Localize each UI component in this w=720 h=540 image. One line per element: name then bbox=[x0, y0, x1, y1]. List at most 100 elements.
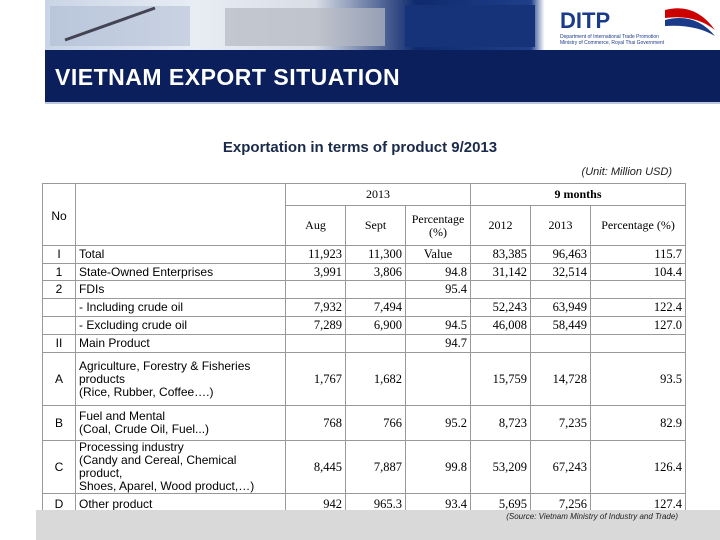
value-cell bbox=[404, 352, 472, 406]
logo-caption: Department of International Trade Promot… bbox=[560, 34, 664, 46]
value-cell: 7,235 bbox=[530, 405, 592, 441]
table-row: A Agriculture, Forestry & Fisheries produc… bbox=[42, 352, 687, 406]
value-cell: 11,300 bbox=[345, 245, 406, 264]
title-bar bbox=[45, 50, 720, 104]
export-table: No 2013 9 months Aug Sept Percentage (%) 20… bbox=[42, 183, 687, 516]
people-image bbox=[405, 5, 535, 47]
value-cell: 32,514 bbox=[530, 263, 592, 281]
value-cell bbox=[470, 280, 532, 299]
value-cell: 104.4 bbox=[590, 263, 687, 281]
row-name: FDIs bbox=[75, 280, 286, 299]
table-row: I Total 11,923 11,300 Value 83,385 96,463 115.7 bbox=[42, 245, 687, 264]
value-cell: 94.5 bbox=[404, 316, 472, 335]
value-cell: 93.5 bbox=[590, 352, 687, 406]
unit: (Unit: Million USD) bbox=[581, 166, 672, 178]
header-cell: Percentage (%) bbox=[404, 205, 472, 246]
banner bbox=[45, 0, 720, 50]
logo-swoosh bbox=[665, 18, 715, 36]
value-cell: 94.7 bbox=[404, 334, 472, 353]
value-cell: 82.9 bbox=[590, 405, 687, 441]
value-cell: 6,900 bbox=[345, 316, 406, 335]
value-cell: 14,728 bbox=[530, 352, 592, 406]
value-cell: 126.4 bbox=[590, 440, 687, 494]
subtitle: Exportation in terms of product 9/2013 bbox=[222, 139, 498, 156]
header-cell: Percentage (%) bbox=[590, 205, 687, 246]
name-line: Fuel and Mental bbox=[79, 409, 166, 423]
pen-image bbox=[50, 6, 190, 46]
row-name: Main Product bbox=[75, 334, 286, 353]
value-cell: 94.8 bbox=[404, 263, 472, 281]
value-cell: 127.0 bbox=[590, 316, 687, 335]
row-number: I bbox=[42, 245, 76, 264]
value-cell: 115.7 bbox=[590, 245, 687, 264]
row-name: Agriculture, Forestry & Fisheries product… bbox=[75, 352, 286, 406]
pen bbox=[64, 6, 156, 42]
value-cell: 52,243 bbox=[470, 298, 532, 317]
name-line: - Excluding crude oil bbox=[79, 318, 188, 332]
value-cell bbox=[590, 334, 687, 353]
row-number: B bbox=[42, 405, 76, 441]
row-name: Total bbox=[75, 245, 286, 264]
row-number bbox=[42, 298, 76, 317]
value-cell: 95.4 bbox=[404, 280, 472, 299]
value-cell: Value bbox=[404, 245, 472, 264]
value-cell bbox=[285, 280, 346, 299]
row-number: C bbox=[42, 440, 76, 494]
table-row: B Fuel and Mental (Coal, Crude Oil, Fuel..… bbox=[42, 405, 687, 441]
row-number: 1 bbox=[42, 263, 76, 281]
value-cell: 7,932 bbox=[285, 298, 346, 317]
value-cell bbox=[590, 280, 687, 299]
header-cell: 9 months bbox=[470, 183, 687, 206]
value-cell: 8,723 bbox=[470, 405, 532, 441]
table-row: - Including crude oil 7,932 7,494 52,243 63,… bbox=[42, 298, 687, 317]
header-cell: Sept bbox=[345, 205, 406, 246]
title: VIETNAM EXPORT SITUATION bbox=[55, 64, 401, 90]
logo: DITP bbox=[560, 8, 611, 33]
value-cell: 53,209 bbox=[470, 440, 532, 494]
trade-image bbox=[225, 8, 385, 46]
name-line: Other product bbox=[79, 497, 153, 511]
value-cell: 122.4 bbox=[590, 298, 687, 317]
value-cell: 768 bbox=[285, 405, 346, 441]
value-cell: 766 bbox=[345, 405, 406, 441]
value-cell: 3,806 bbox=[345, 263, 406, 281]
value-cell: 7,887 bbox=[345, 440, 406, 494]
row-name: Fuel and Mental (Coal, Crude Oil, Fuel...… bbox=[75, 405, 286, 441]
value-cell bbox=[470, 334, 532, 353]
footer-bar bbox=[36, 510, 720, 540]
value-cell: 31,142 bbox=[470, 263, 532, 281]
value-cell: 58,449 bbox=[530, 316, 592, 335]
name-line: Total bbox=[79, 247, 105, 261]
value-cell bbox=[404, 298, 472, 317]
value-cell bbox=[530, 280, 592, 299]
name-line: (Rice, Rubber, Coffee….) bbox=[79, 384, 214, 399]
value-cell: 1,767 bbox=[285, 352, 346, 406]
name-line: - Including crude oil bbox=[79, 300, 184, 314]
value-cell: 63,949 bbox=[530, 298, 592, 317]
value-cell: 83,385 bbox=[470, 245, 532, 264]
header-cell bbox=[75, 183, 286, 246]
name-line: Main Product bbox=[79, 336, 150, 350]
table-row: C Processing industry (Candy and Cereal, C… bbox=[42, 440, 687, 494]
table-row: 2 FDIs 95.4 bbox=[42, 280, 687, 299]
name-line: (Candy and Cereal, Chemical product, bbox=[79, 453, 237, 480]
value-cell bbox=[530, 334, 592, 353]
header-cell: No bbox=[42, 183, 76, 246]
value-cell: 99.8 bbox=[404, 440, 472, 494]
value-cell bbox=[285, 334, 346, 353]
table-row: - Excluding crude oil 7,289 6,900 94.5 46,00… bbox=[42, 316, 687, 335]
value-cell: 15,759 bbox=[470, 352, 532, 406]
value-cell: 7,494 bbox=[345, 298, 406, 317]
name-line: Shoes, Aparel, Wood product,…) bbox=[79, 479, 255, 493]
name-line: FDIs bbox=[79, 282, 105, 296]
row-name: State-Owned Enterprises bbox=[75, 263, 286, 281]
name-line: State-Owned Enterprises bbox=[79, 264, 214, 279]
name-line: Processing industry bbox=[79, 440, 184, 454]
value-cell: 1,682 bbox=[345, 352, 406, 406]
value-cell: 96,463 bbox=[530, 245, 592, 264]
source: (Source: Vietnam Ministry of Industry an… bbox=[506, 512, 678, 521]
header-cell: 2013 bbox=[284, 183, 472, 206]
value-cell: 67,243 bbox=[530, 440, 592, 494]
table-row: 1 State-Owned Enterprises 3,991 3,806 94.8 31… bbox=[42, 263, 687, 281]
